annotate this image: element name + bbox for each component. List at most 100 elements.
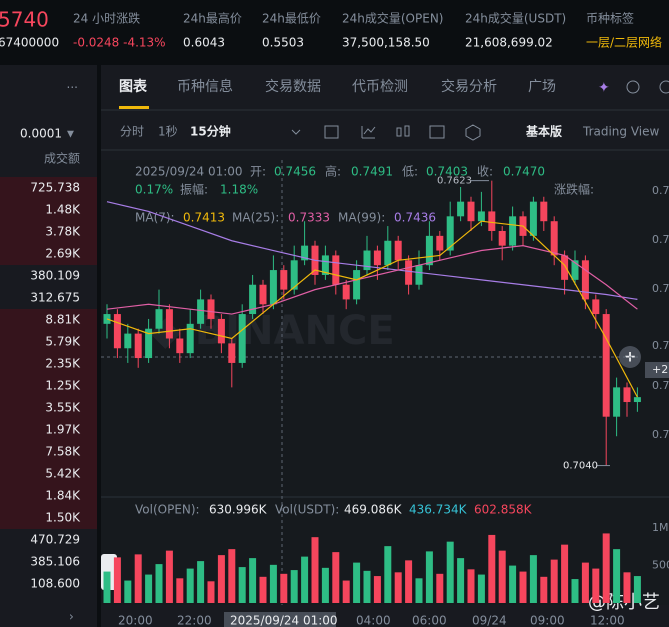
info-label: 低:: [402, 165, 418, 179]
order-value: 2.69K: [45, 247, 81, 261]
volume-bar: [467, 569, 475, 603]
tab[interactable]: 交易数据: [265, 78, 321, 95]
tab-active[interactable]: 图表: [119, 78, 148, 95]
volume-bar: [540, 576, 548, 603]
stat-label: 24h最低价: [262, 12, 321, 26]
order-value: 5.42K: [45, 467, 81, 481]
interval[interactable]: 1秒: [158, 125, 178, 139]
volume-bar: [384, 546, 392, 603]
depth-bg: [0, 375, 97, 397]
stat-value: 0.6043: [183, 36, 225, 50]
volume-bar: [394, 572, 402, 603]
ai-icon[interactable]: ✦: [598, 80, 610, 96]
tag-link[interactable]: 一层/二层网络: [586, 35, 662, 50]
volume-bar: [197, 561, 205, 603]
depth-bg: [0, 463, 97, 485]
volume-bar: [321, 567, 329, 603]
volume-bar: [446, 541, 454, 603]
volume-bar: [457, 558, 465, 603]
candle-body: [467, 201, 475, 222]
info-value: 0.7403: [426, 165, 468, 179]
x-label: 2025/09/24 01:00: [230, 614, 338, 627]
tab[interactable]: 代币检测: [352, 79, 408, 95]
order-value: 108.600: [30, 577, 80, 591]
chevron[interactable]: ›: [69, 610, 74, 624]
interval[interactable]: 分时: [120, 125, 144, 139]
candle-body: [498, 230, 506, 246]
order-value: 1.97K: [45, 423, 81, 437]
volume-bar: [301, 556, 309, 603]
volume-bar: [259, 576, 267, 603]
volume-bar: [633, 576, 641, 603]
volume-bar: [207, 581, 215, 603]
tab[interactable]: 交易分析: [441, 78, 497, 95]
stat-label: 币种标签: [586, 11, 634, 26]
ma-value: 0.7436: [394, 211, 436, 225]
volume-bar: [342, 580, 350, 603]
tab[interactable]: 广场: [528, 79, 556, 95]
candle-body: [197, 299, 205, 324]
order-value: 1.25K: [45, 379, 81, 393]
depth-bg: [0, 441, 97, 463]
order-value: 5.79K: [45, 335, 81, 349]
volume-bar: [488, 534, 496, 603]
candle-body: [290, 260, 298, 290]
x-label: 20:00: [118, 614, 153, 627]
interval-active[interactable]: 15分钟: [190, 124, 231, 139]
candle-body: [509, 216, 517, 246]
order-value: 7.58K: [45, 445, 81, 459]
volume-bar: [425, 551, 433, 603]
price-label: 0.7: [652, 428, 669, 441]
price-label: 0.7: [652, 379, 669, 392]
candle-body: [249, 284, 257, 315]
stat-label: 24h成交量(OPEN): [342, 11, 443, 26]
x-label: 12:00: [590, 614, 625, 627]
brand-watermark: ◆ BINANCE: [150, 308, 395, 354]
candle-body: [228, 343, 236, 363]
candle-body: [550, 221, 558, 256]
depth-bg: [0, 331, 97, 353]
depth-bg: [0, 243, 97, 265]
ma-label: MA(25):: [232, 211, 279, 225]
order-value: 385.106: [30, 555, 80, 569]
order-value: 1.84K: [45, 489, 81, 503]
view-basic[interactable]: 基本版: [525, 124, 562, 139]
tab-underline: [119, 106, 149, 109]
candle-body: [342, 284, 350, 300]
info-label: 涨跌幅:: [554, 182, 594, 197]
candle-body: [165, 309, 173, 339]
x-label: 06:00: [412, 614, 447, 627]
candle-body: [207, 299, 215, 319]
volume-bar: [186, 568, 194, 603]
volume-bar: [519, 571, 527, 603]
candle-body: [124, 333, 132, 349]
price-tag: [645, 362, 669, 378]
last-price: 5740: [0, 8, 49, 32]
tab[interactable]: 币种信息: [177, 78, 233, 95]
volume-bar: [436, 573, 444, 603]
volume-bar: [561, 544, 569, 603]
candle-body: [217, 318, 225, 344]
dropdown-arrow: ▼: [67, 130, 74, 140]
candle-body: [613, 387, 621, 417]
order-value: 2.35K: [45, 357, 81, 371]
precision-select[interactable]: 0.0001: [20, 127, 62, 141]
candle-body: [457, 201, 465, 217]
candle-body: [259, 284, 267, 305]
info-value: 0.7456: [274, 165, 316, 179]
view-tradingview[interactable]: Trading View: [582, 125, 660, 139]
stat-value: -0.0248 -4.13%: [73, 36, 166, 50]
price-label: 0.7: [652, 184, 669, 197]
more-button[interactable]: ···: [67, 81, 78, 95]
volume-bar: [529, 555, 537, 603]
depth-bg: [0, 419, 97, 441]
stat-label: 24h成交量(USDT): [465, 11, 566, 26]
candle-body: [280, 270, 288, 290]
candle-body: [186, 323, 194, 354]
volume-bar: [613, 549, 621, 603]
candle-body: [176, 338, 184, 354]
depth-bg: [0, 199, 97, 221]
column-header: 成交额: [44, 151, 80, 166]
candle-body: [623, 387, 631, 403]
